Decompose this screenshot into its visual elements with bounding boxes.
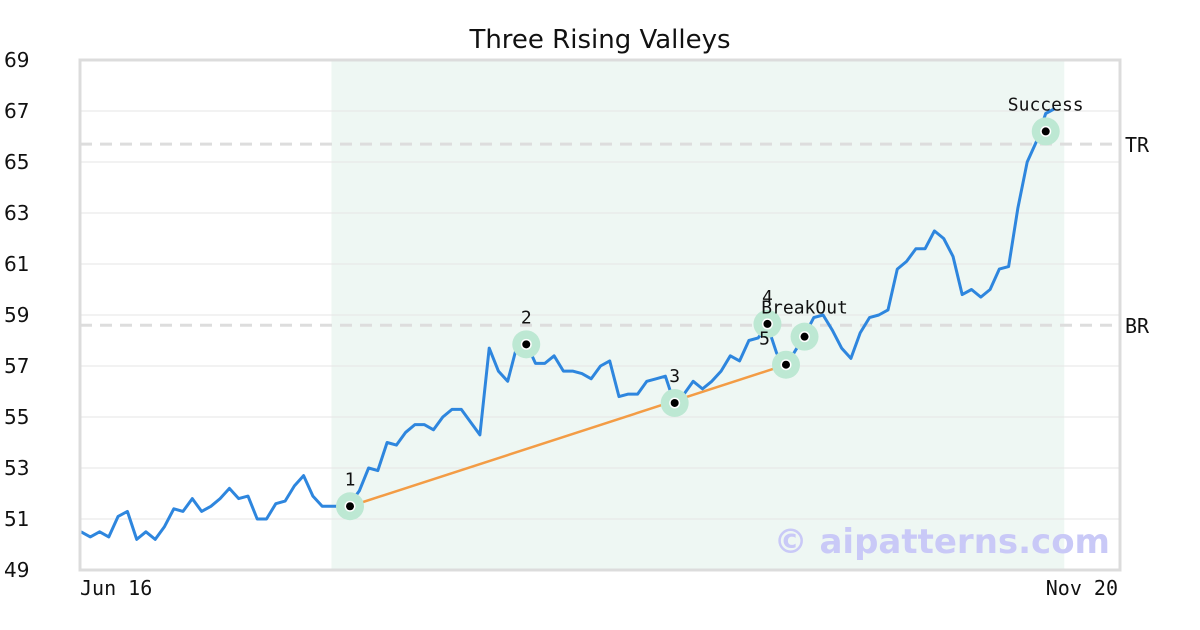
y-tick-label: 67 xyxy=(4,99,29,123)
plot-frame xyxy=(78,58,1122,572)
y-tick-label: 55 xyxy=(4,405,29,429)
y-tick-label: 65 xyxy=(4,150,29,174)
reference-lines: TR BR xyxy=(80,133,1150,338)
marker-label: Success xyxy=(1008,94,1084,115)
marker-label: 2 xyxy=(521,307,532,328)
reference-line-label: BR xyxy=(1125,314,1150,338)
y-tick-label: 51 xyxy=(4,507,29,531)
reference-line-label: TR xyxy=(1125,133,1150,157)
marker-dot xyxy=(670,398,679,407)
y-tick-label: 59 xyxy=(4,303,29,327)
marker-dot xyxy=(346,502,355,511)
watermark: © aipatterns.com xyxy=(774,522,1110,562)
y-tick-label: 53 xyxy=(4,456,29,480)
marker-label: BreakOut xyxy=(761,298,848,319)
marker-dot xyxy=(800,332,809,341)
marker-label: 5 xyxy=(759,329,770,350)
y-tick-label: 63 xyxy=(4,201,29,225)
y-tick-label: 49 xyxy=(4,558,29,582)
marker-label: 4 xyxy=(762,287,773,308)
y-tick-label: 57 xyxy=(4,354,29,378)
x-end-label: Nov 20 xyxy=(1046,576,1118,600)
price-line xyxy=(80,107,1056,541)
marker-dot xyxy=(522,340,531,349)
y-axis: 49 51 53 55 57 59 61 63 65 67 69 xyxy=(4,48,29,582)
y-tick-label: 69 xyxy=(4,48,29,72)
pattern-markers: 1 2 3 4 5 BreakOut Success xyxy=(336,94,1084,521)
chart-title: Three Rising Valleys xyxy=(468,25,730,55)
marker-dot xyxy=(781,360,790,369)
marker-label: 3 xyxy=(669,366,680,387)
marker-dot xyxy=(763,319,772,328)
y-tick-label: 61 xyxy=(4,252,29,276)
x-start-label: Jun 16 xyxy=(80,576,152,600)
marker-dot xyxy=(1041,127,1050,136)
marker-label: 1 xyxy=(345,469,356,490)
trendline xyxy=(349,363,787,508)
